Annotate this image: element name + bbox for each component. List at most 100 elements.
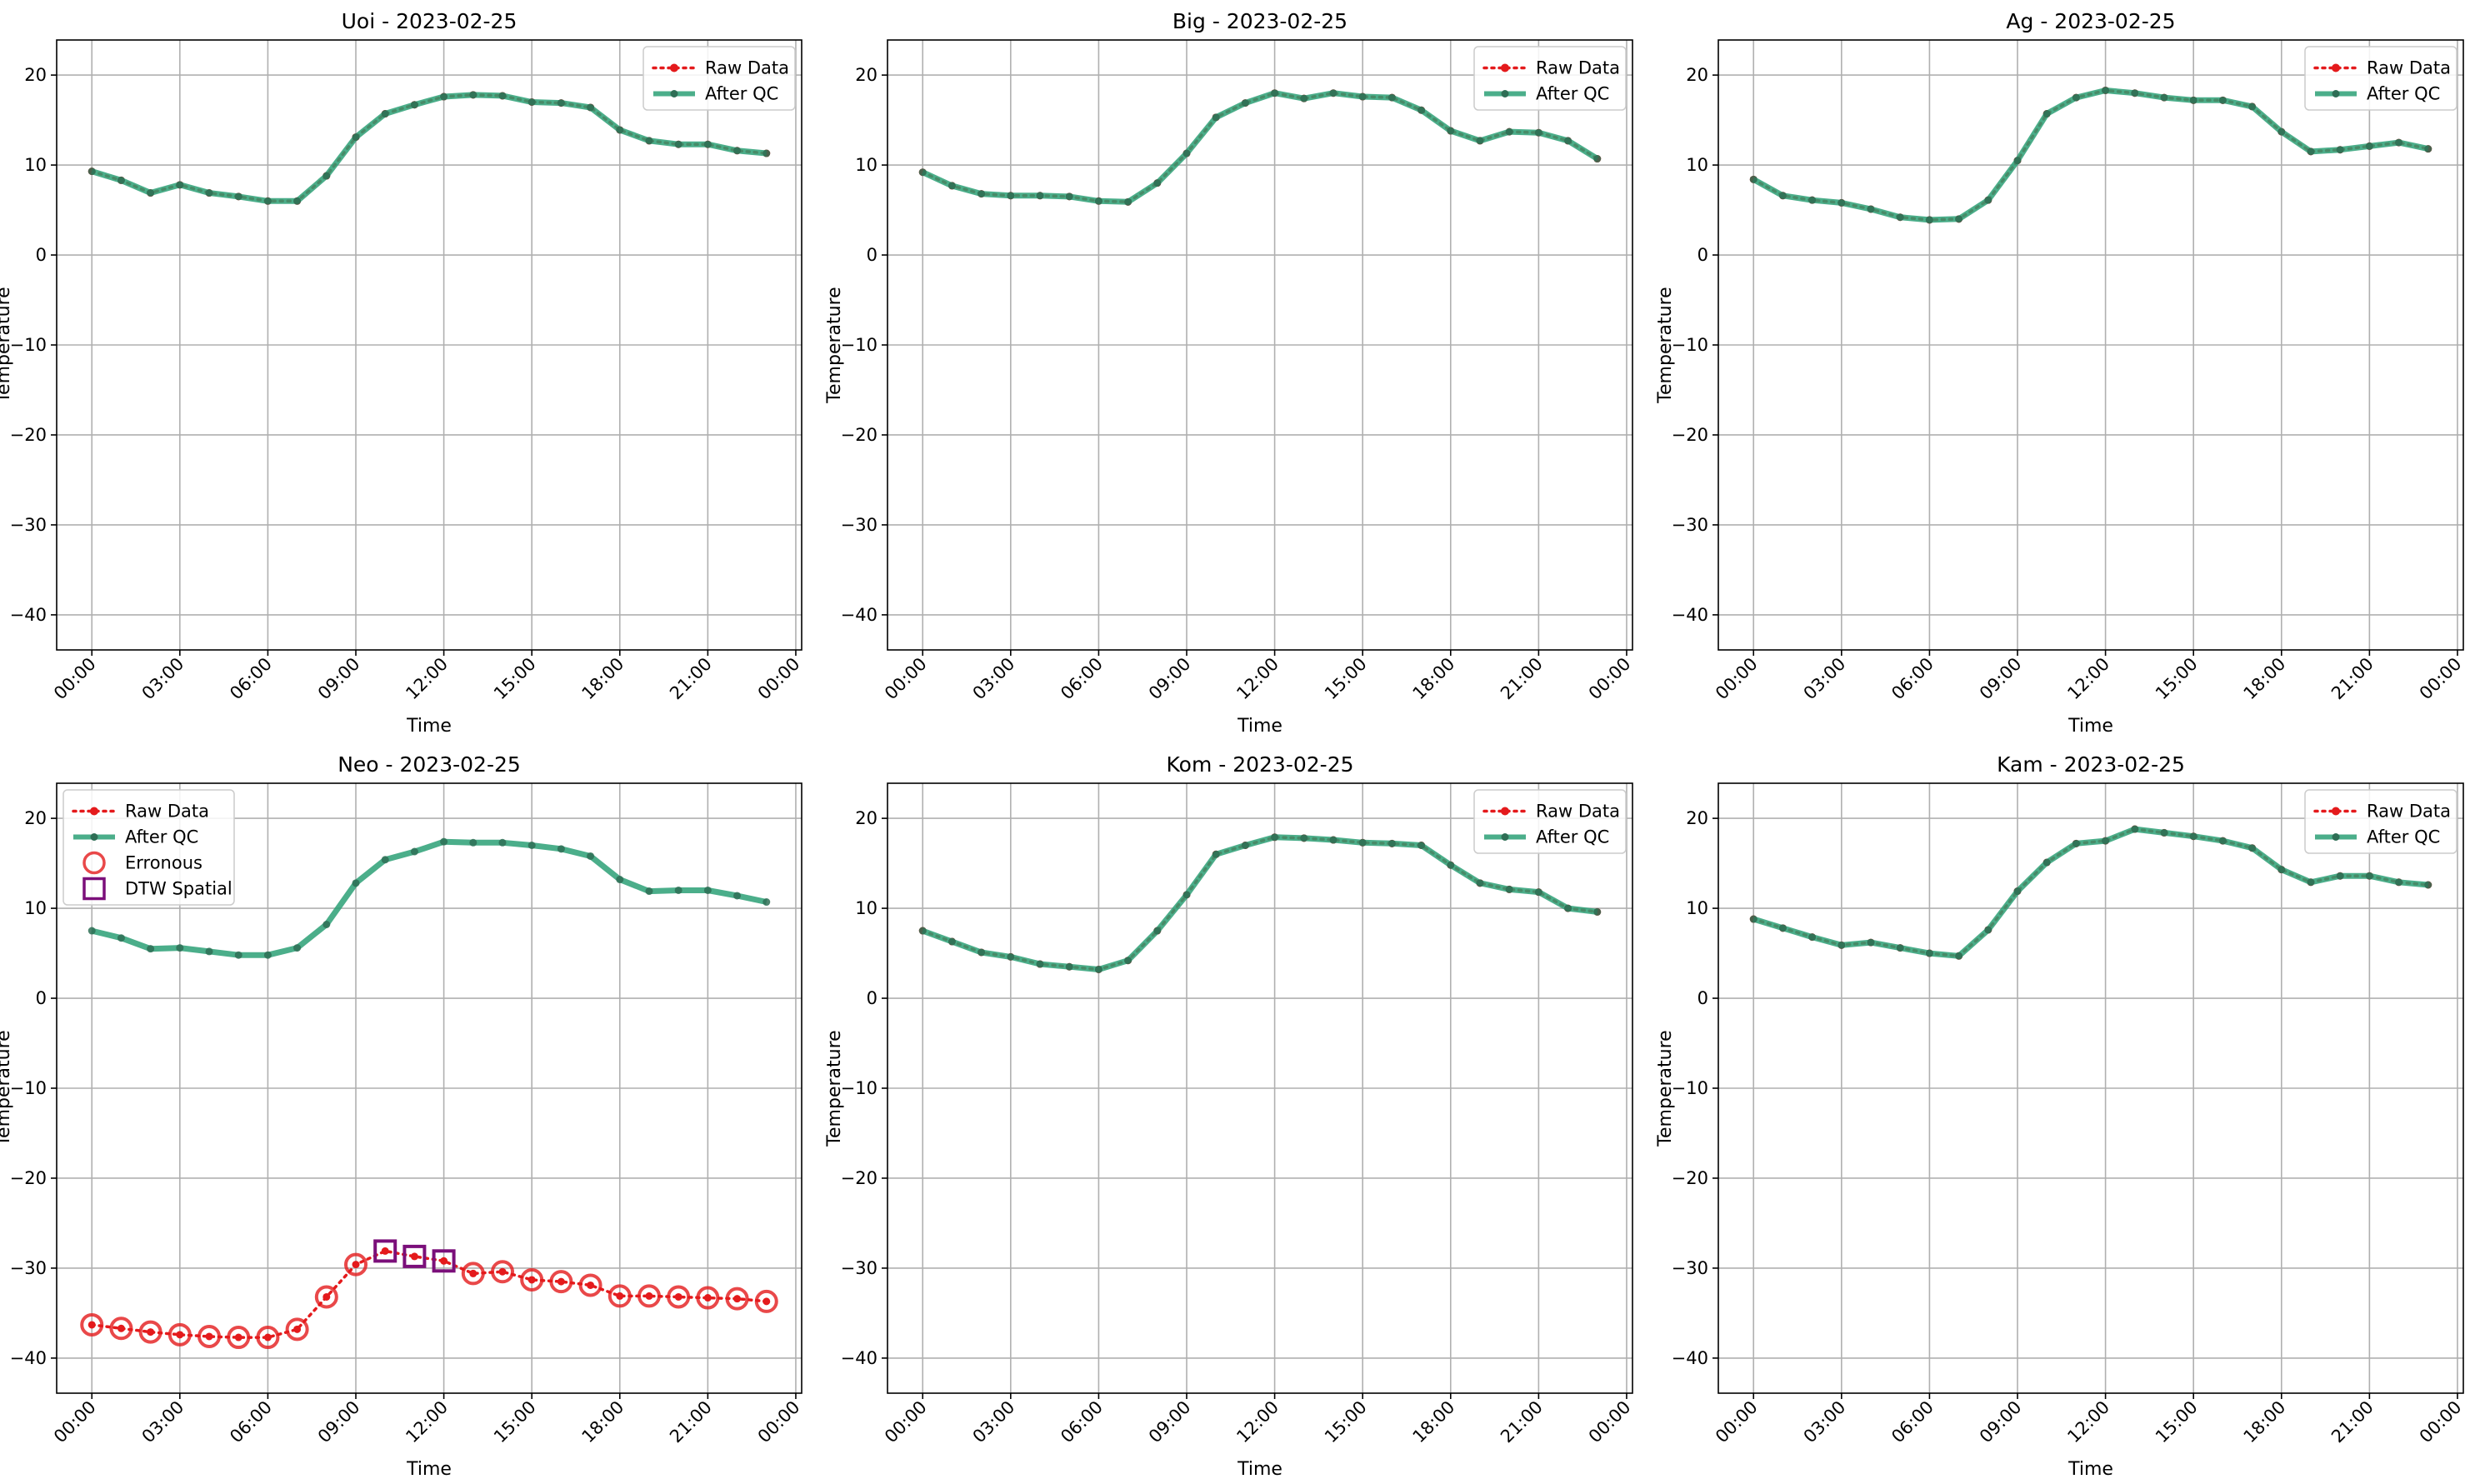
- plot-area: [80, 837, 778, 1350]
- legend-after-qc-marker: [2332, 90, 2340, 97]
- after-qc-point: [1534, 888, 1542, 897]
- after-qc-point: [1358, 92, 1367, 101]
- raw-data-point: [762, 1297, 771, 1306]
- raw-data-point: [410, 1252, 418, 1261]
- y-tick-label: −40: [841, 1348, 878, 1368]
- erroneous-marker: [285, 1317, 309, 1342]
- y-tick-label: 10: [24, 155, 47, 175]
- y-axis-label: Temperature: [824, 287, 845, 403]
- erroneous-marker: [109, 1317, 133, 1341]
- y-tick-label: −40: [841, 605, 878, 625]
- after-qc-point: [381, 110, 389, 118]
- x-tick-label: 03:00: [138, 654, 188, 704]
- subplot-title: Neo - 2023-02-25: [338, 752, 521, 777]
- after-qc-point: [2365, 142, 2373, 150]
- x-tick-label: 15:00: [2152, 654, 2202, 704]
- after-qc-point: [978, 948, 986, 957]
- legend-erroneous-marker: [82, 851, 106, 875]
- y-tick-label: 20: [1686, 65, 1708, 85]
- x-tick-label: 21:00: [666, 654, 716, 704]
- after-qc-point: [1418, 106, 1426, 114]
- after-qc-point: [674, 140, 682, 148]
- raw-data-line: [90, 1249, 768, 1339]
- y-tick-label: 10: [24, 898, 47, 918]
- erroneous-marker: [667, 1285, 691, 1309]
- x-tick-label: 03:00: [1800, 654, 1850, 704]
- after-qc-point: [948, 182, 956, 190]
- x-axis-label: Time: [2068, 716, 2113, 737]
- y-tick-label: −20: [10, 1168, 47, 1188]
- raw-data-point: [234, 1333, 242, 1342]
- after-qc-point: [918, 927, 927, 935]
- after-qc-point: [2102, 837, 2110, 845]
- after-qc-point: [234, 951, 242, 959]
- after-qc-point: [1867, 205, 1875, 213]
- y-tick-label: 10: [855, 898, 878, 918]
- legend-raw-marker: [1501, 807, 1509, 816]
- legend-label: After QC: [2367, 84, 2440, 104]
- after-qc-point: [352, 879, 360, 887]
- erroneous-marker: [314, 1285, 338, 1309]
- after-qc-point: [440, 837, 448, 846]
- after-qc-point: [2160, 828, 2168, 837]
- legend-raw-marker: [670, 63, 678, 72]
- y-tick-label: 20: [855, 65, 878, 85]
- y-tick-label: −30: [1672, 1258, 1708, 1278]
- x-tick-label: 00:00: [1712, 1397, 1762, 1447]
- after-qc-point: [1329, 836, 1338, 844]
- after-qc-point: [1182, 149, 1191, 157]
- x-tick-label: 09:00: [1976, 654, 2026, 704]
- legend-label: Raw Data: [2367, 802, 2451, 822]
- after-qc-point: [2365, 872, 2373, 880]
- legend: Raw Data After QC: [1473, 789, 1627, 854]
- x-tick-label: 21:00: [2328, 1397, 2378, 1447]
- subplot-title: Kom - 2023-02-25: [1167, 752, 1354, 777]
- x-tick-label: 06:00: [1057, 654, 1107, 704]
- legend-raw-marker: [2332, 63, 2340, 72]
- legend-label: Raw Data: [2367, 58, 2451, 78]
- x-tick-label: 03:00: [969, 654, 1019, 704]
- x-tick-label: 18:00: [578, 1397, 628, 1447]
- after-qc-point: [263, 951, 272, 959]
- after-qc-point: [528, 841, 536, 849]
- after-qc-point: [1505, 885, 1513, 893]
- x-axis-label: Time: [406, 1459, 452, 1480]
- subplot-title: Big - 2023-02-25: [1172, 9, 1348, 33]
- legend: Raw Data After QC: [2304, 789, 2458, 854]
- x-tick-label: 06:00: [1888, 1397, 1938, 1447]
- after-qc-point: [1955, 952, 1963, 960]
- legend: Raw Data After QC: [1473, 46, 1627, 111]
- y-tick-label: 20: [24, 65, 47, 85]
- after-qc-point: [2072, 93, 2080, 102]
- x-tick-label: 00:00: [1585, 654, 1635, 704]
- x-tick-label: 21:00: [1497, 1397, 1547, 1447]
- erroneous-marker: [344, 1252, 368, 1277]
- x-tick-label: 00:00: [754, 1397, 804, 1447]
- y-axis-label: Temperature: [0, 287, 14, 403]
- after-qc-point: [1778, 924, 1787, 932]
- legend-dtw-spatial-marker: [82, 877, 106, 901]
- after-qc-point: [1358, 838, 1367, 847]
- after-qc-point: [1808, 933, 1817, 942]
- subplot-3: −40 −30 −20 −10 0 10 20 00:00 03:00 06:00 09:00 12:…: [1655, 9, 2465, 737]
- y-axis-label: Temperature: [824, 1030, 845, 1147]
- after-qc-point: [2189, 832, 2198, 841]
- plot-area: [1749, 86, 2432, 224]
- x-axis-label: Time: [1237, 716, 1282, 737]
- after-qc-point: [733, 892, 742, 900]
- after-qc-point: [1007, 952, 1015, 961]
- erroneous-marker: [725, 1287, 749, 1311]
- plot-area: [918, 89, 1602, 206]
- x-tick-label: 00:00: [2416, 654, 2466, 704]
- y-tick-label: 10: [855, 155, 878, 175]
- legend-raw-marker: [90, 807, 98, 816]
- legend-label: After QC: [1536, 827, 1609, 847]
- y-tick-label: −30: [10, 1258, 47, 1278]
- after-qc-point: [1300, 94, 1308, 102]
- y-tick-label: −30: [841, 1258, 878, 1278]
- y-axis-label: Temperature: [1655, 1030, 1676, 1147]
- subplot-2: −40 −30 −20 −10 0 10 20 00:00 03:00 06:00 09:00 12:…: [824, 9, 1634, 737]
- after-qc-point: [147, 189, 155, 197]
- after-qc-line: [921, 90, 1599, 205]
- subplot-1: −40 −30 −20 −10 0 10 20 00:00 03:00 06:00 09:00 12:…: [0, 9, 803, 737]
